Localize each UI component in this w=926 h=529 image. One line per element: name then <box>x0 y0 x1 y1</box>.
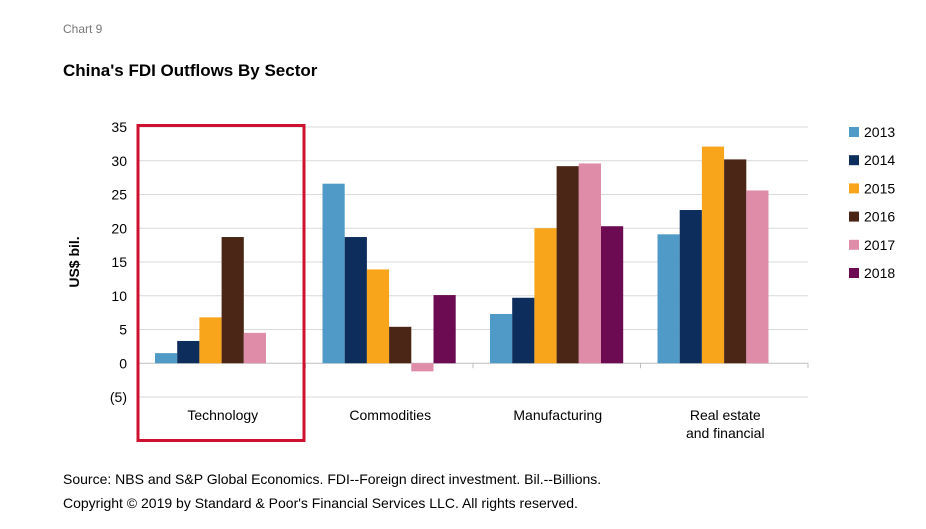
bars <box>155 146 769 372</box>
category-label: Commodities <box>349 407 431 423</box>
bar-2016 <box>724 159 747 364</box>
y-tick-label: 0 <box>119 355 127 371</box>
bar-2013 <box>657 234 680 364</box>
bar-2014 <box>679 210 702 364</box>
technology-highlight-box <box>136 124 306 442</box>
category-label: Technology <box>187 407 258 423</box>
bar-2015 <box>366 269 390 364</box>
y-tick-label: (5) <box>110 389 127 405</box>
bar-2015 <box>199 317 222 364</box>
bar-2015 <box>534 228 557 364</box>
bar-2013 <box>155 353 178 364</box>
y-tick-label: 20 <box>111 220 127 236</box>
y-tick-label: 5 <box>119 322 127 338</box>
bar-2014 <box>344 237 367 364</box>
legend-label-2017: 2017 <box>864 237 895 253</box>
legend-swatch-2013 <box>849 127 859 137</box>
bar-2013 <box>490 313 513 364</box>
y-tick-label: 25 <box>111 187 127 203</box>
legend-label-2018: 2018 <box>864 265 895 281</box>
bar-2013 <box>322 183 345 364</box>
legend-swatch-2015 <box>849 183 859 194</box>
y-axis-ticks: 35 30 25 20 15 10 5 0 (5) <box>110 119 127 405</box>
copyright-note: Copyright © 2019 by Standard & Poor's Fi… <box>63 495 578 511</box>
legend-swatch-2016 <box>849 211 859 222</box>
legend-swatch-2017 <box>849 239 859 250</box>
y-axis-label: US$ bil. <box>66 236 82 287</box>
category-label: Real estate <box>690 407 761 423</box>
bar-2017 <box>578 163 601 364</box>
bar-2017 <box>746 190 769 364</box>
legend-label-2015: 2015 <box>864 180 895 196</box>
legend-label-2013: 2013 <box>864 124 895 140</box>
bar-2018 <box>433 295 456 364</box>
y-tick-label: 35 <box>111 119 127 135</box>
legend: 2013 2014 2015 2016 2017 2018 <box>849 124 895 281</box>
source-note: Source: NBS and S&P Global Economics. FD… <box>63 471 602 487</box>
x-axis-categories: Technology Commodities Manufacturing Real e… <box>187 407 764 441</box>
category-label: Manufacturing <box>513 407 602 423</box>
bar-2018 <box>601 226 624 364</box>
bar-2014 <box>177 340 200 364</box>
legend-label-2014: 2014 <box>864 152 895 168</box>
legend-swatch-2018 <box>849 268 859 278</box>
y-tick-label: 10 <box>111 288 127 304</box>
legend-swatch-2014 <box>849 155 859 166</box>
bar-2017 <box>243 332 266 364</box>
chart-number: Chart 9 <box>63 22 103 36</box>
category-label: and financial <box>686 425 765 441</box>
bar-2014 <box>512 297 535 364</box>
bar-2016 <box>221 237 244 364</box>
chart-title: China's FDI Outflows By Sector <box>63 61 318 80</box>
legend-label-2016: 2016 <box>864 209 895 225</box>
bar-2015 <box>701 146 725 364</box>
bar-2016 <box>389 326 412 364</box>
bar-2017 <box>411 363 434 372</box>
y-tick-label: 30 <box>111 153 127 169</box>
y-tick-label: 15 <box>111 254 127 270</box>
bar-2016 <box>556 166 579 364</box>
